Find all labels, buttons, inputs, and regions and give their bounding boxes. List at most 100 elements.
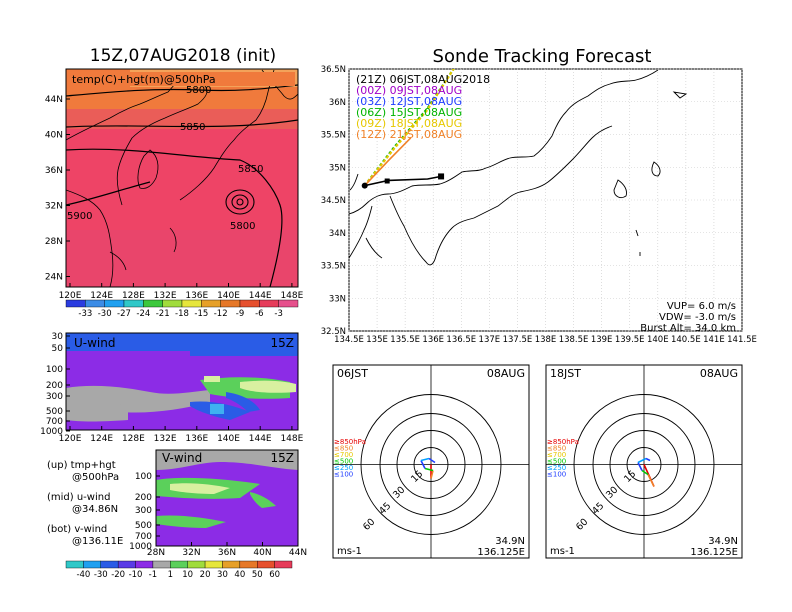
note-line: @34.86N <box>72 504 118 515</box>
colorbar-label: -1 <box>149 570 157 580</box>
lat-tick-label: 32.5N <box>321 327 346 337</box>
lat-tick-label: 36N <box>45 166 63 176</box>
colorbar-swatch <box>204 560 223 569</box>
lon-tick-label: 138.5E <box>559 335 589 345</box>
left-title: 15Z,07AUG2018 (init) <box>90 46 276 66</box>
contour-label: 5800 <box>186 85 211 96</box>
lon-tick-label: 124E <box>90 291 113 301</box>
pressure-tick-label: 100 <box>46 365 63 375</box>
pressure-level-label: ≤850 <box>334 445 353 453</box>
hodograph-trace <box>647 474 655 487</box>
lon-tick-label: 144E <box>249 291 272 301</box>
lon-tick-label: 137E <box>479 335 501 345</box>
lat-tick-label: 36.5N <box>321 65 346 75</box>
note-line: (mid) u-wind <box>47 492 110 503</box>
lon-tick-label: 120E <box>59 291 82 301</box>
colorbar-label: -12 <box>214 309 228 319</box>
lon-tick-label: 124E <box>90 434 113 444</box>
colorbar-swatch <box>143 299 163 308</box>
lat-tick-label: 32N <box>45 202 63 212</box>
pressure-level-label: ≥850hPa <box>547 438 579 446</box>
hodograph-time: 18JST <box>550 367 581 380</box>
legend-entry: (06Z) 15JST,08AUG <box>356 106 462 119</box>
pressure-tick-label: 200 <box>135 493 152 503</box>
wind-colorbar: -40 -30 -20 -10 -1 1 10 20 30 40 50 60 <box>65 560 293 580</box>
colorbar-swatch <box>239 560 258 569</box>
legend-entry: (00Z) 09JST,08AUG <box>356 84 462 97</box>
lon-tick-label: 148E <box>280 291 303 301</box>
colorbar-swatch <box>123 299 144 308</box>
colorbar-label: 60 <box>269 570 280 580</box>
lon-tick-label: 139E <box>591 335 613 345</box>
pressure-tick-label: 50 <box>52 344 64 354</box>
pressure-level-label: ≤700 <box>547 451 566 459</box>
colorbar-swatch <box>257 560 275 569</box>
note-line: (up) tmp+hgt <box>47 460 116 471</box>
hodograph-trace <box>420 460 426 469</box>
v-wind-time: 15Z <box>271 451 295 465</box>
hodograph-unit: ms-1 <box>550 546 575 557</box>
colorbar-label: 20 <box>200 570 211 580</box>
lon-tick-label: 128E <box>122 434 145 444</box>
lat-tick-label: 35N <box>329 163 346 173</box>
legend-entry: (09Z) 18JST,08AUG <box>356 117 462 130</box>
colorbar-swatch <box>104 299 125 308</box>
v-wind-label: V-wind <box>162 451 202 465</box>
hodograph-lat: 34.9N <box>495 536 525 547</box>
colorbar-swatch <box>152 560 171 569</box>
lon-tick-label: 136.5E <box>446 335 476 345</box>
note-line: @500hPa <box>72 472 119 483</box>
sonde-track <box>364 137 412 187</box>
hodograph-trace <box>424 467 434 472</box>
colorbar-swatch <box>278 299 299 308</box>
pressure-tick-label: 1000 <box>40 427 63 437</box>
colorbar-swatch <box>181 299 202 308</box>
pressure-tick-label: 700 <box>135 532 152 542</box>
colorbar-label: -40 <box>76 570 90 580</box>
pressure-level-label: ≤250 <box>334 464 353 472</box>
hodograph-lat: 34.9N <box>708 536 738 547</box>
u-wind-time: 15Z <box>271 336 295 350</box>
pressure-tick-label: 300 <box>46 392 63 402</box>
colorbar-swatch <box>83 560 101 569</box>
pressure-level-label: ≤100 <box>547 471 566 479</box>
lat-tick-label: 28N <box>45 237 63 247</box>
colorbar-label: 1 <box>168 570 173 580</box>
colorbar-label: -20 <box>111 570 125 580</box>
temperature-colorbar: -33 -30 -27 -24 -21 -18 -15 -12 -9 -6 -3 <box>65 299 299 319</box>
lon-tick-label: 132E <box>154 434 177 444</box>
colorbar-label: -9 <box>236 309 244 319</box>
contour-label: 5900 <box>67 211 92 222</box>
hodograph-trace <box>637 462 643 471</box>
lon-tick-label: 136E <box>185 434 208 444</box>
lat-tick-label: 36N <box>218 548 236 558</box>
contour-label: 5850 <box>180 122 205 133</box>
pressure-tick-label: 100 <box>135 472 152 482</box>
lon-tick-label: 134.5E <box>334 335 364 345</box>
pressure-level-label: ≤500 <box>334 458 353 466</box>
pressure-tick-label: 500 <box>46 407 63 417</box>
lon-tick-label: 148E <box>280 434 303 444</box>
hodograph-date: 08AUG <box>700 367 738 380</box>
pressure-tick-label: 700 <box>46 417 63 427</box>
track-map: 36.5N 36N 35.5N 35N 34.5N 34N 33.5N 33N 32.5N 13… <box>321 65 757 345</box>
launch-point <box>361 182 368 189</box>
lat-tick-label: 32N <box>182 548 200 558</box>
colorbar-label: -21 <box>156 309 170 319</box>
colorbar-swatch <box>274 560 293 569</box>
lat-tick-label: 36N <box>329 98 346 108</box>
colorbar-swatch <box>239 299 260 308</box>
hodograph-lon: 136.125E <box>690 547 738 558</box>
pressure-level-label: ≤500 <box>547 458 566 466</box>
pressure-level-label: ≤250 <box>547 464 566 472</box>
pressure-tick-label: 300 <box>135 506 152 516</box>
colorbar-label: -33 <box>78 309 92 319</box>
colorbar-label: -6 <box>255 309 263 319</box>
colorbar-label: -18 <box>175 309 189 319</box>
lat-tick-label: 44N <box>289 548 307 558</box>
lat-tick-label: 24N <box>45 273 63 283</box>
lon-tick-label: 140.5E <box>671 335 701 345</box>
